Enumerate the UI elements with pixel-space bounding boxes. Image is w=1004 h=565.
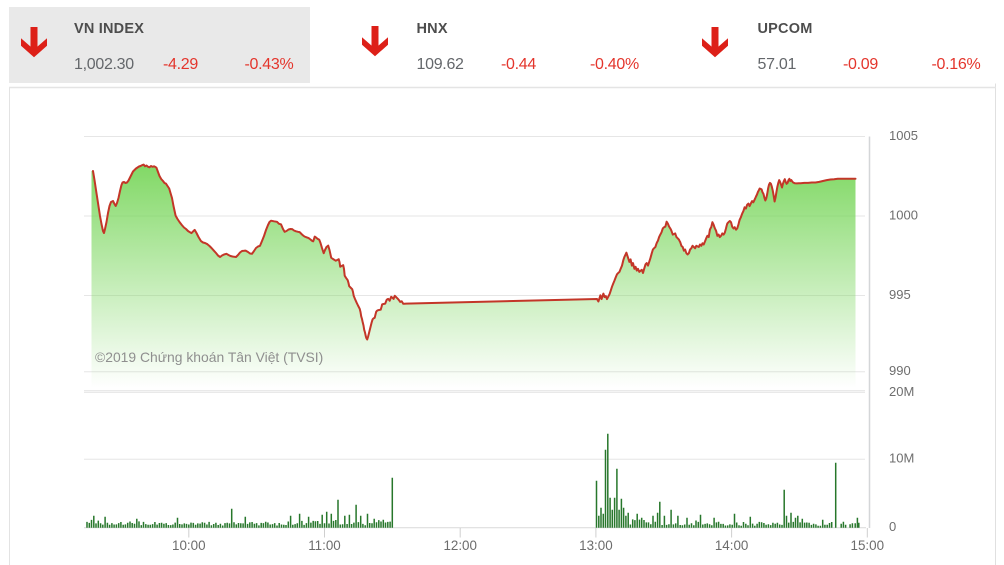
- svg-text:©2019 Chứng khoán Tân Việt (TV: ©2019 Chứng khoán Tân Việt (TVSI): [95, 349, 323, 365]
- svg-text:15:00: 15:00: [851, 538, 885, 553]
- svg-text:1000: 1000: [889, 207, 918, 222]
- svg-text:995: 995: [889, 287, 911, 302]
- svg-text:12:00: 12:00: [443, 538, 477, 553]
- svg-text:13:00: 13:00: [579, 538, 613, 553]
- svg-text:0: 0: [889, 519, 896, 534]
- svg-text:11:00: 11:00: [308, 538, 341, 553]
- svg-text:20M: 20M: [889, 384, 914, 399]
- svg-text:1005: 1005: [889, 128, 918, 143]
- svg-text:990: 990: [889, 363, 911, 378]
- svg-text:10M: 10M: [889, 451, 914, 466]
- svg-text:14:00: 14:00: [715, 538, 749, 553]
- svg-text:10:00: 10:00: [172, 538, 206, 553]
